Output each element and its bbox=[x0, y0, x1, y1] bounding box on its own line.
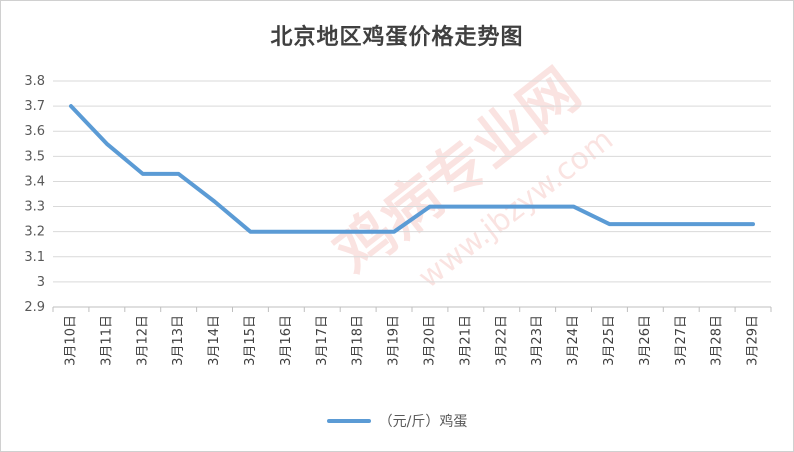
x-tick-label: 3月27日 bbox=[674, 315, 689, 366]
x-tick-label: 3月23日 bbox=[530, 315, 545, 366]
y-tick-label: 3.7 bbox=[24, 99, 45, 114]
y-tick-label: 2.9 bbox=[24, 300, 45, 315]
x-tick-label: 3月20日 bbox=[422, 315, 437, 366]
x-tick-label: 3月25日 bbox=[602, 315, 617, 366]
series-line bbox=[69, 104, 755, 234]
legend-label: （元/斤）鸡蛋 bbox=[378, 414, 468, 430]
x-tick-label: 3月10日 bbox=[63, 315, 78, 366]
x-tick-label: 3月12日 bbox=[135, 315, 150, 366]
x-tick-label: 3月18日 bbox=[351, 315, 366, 366]
y-tick-label: 3.6 bbox=[24, 124, 45, 139]
y-tick-label: 3 bbox=[37, 275, 45, 290]
x-tick-label: 3月28日 bbox=[710, 315, 725, 366]
y-tick-label: 3.2 bbox=[24, 225, 45, 240]
chart-title: 北京地区鸡蛋价格走势图 bbox=[270, 25, 524, 50]
y-tick-label: 3.3 bbox=[24, 200, 45, 215]
x-tick-label: 3月26日 bbox=[638, 315, 653, 366]
x-tick-label: 3月29日 bbox=[746, 315, 761, 366]
legend: （元/斤）鸡蛋 bbox=[1, 411, 793, 431]
x-tick-label: 3月21日 bbox=[458, 315, 473, 366]
x-tick-label: 3月24日 bbox=[566, 315, 581, 366]
x-tick-label: 3月15日 bbox=[243, 315, 258, 366]
y-tick-label: 3.8 bbox=[24, 74, 45, 89]
x-tick-label: 3月14日 bbox=[207, 315, 222, 366]
x-tick-label: 3月22日 bbox=[494, 315, 509, 366]
x-tick-label: 3月13日 bbox=[171, 315, 186, 366]
x-tick-label: 3月17日 bbox=[315, 315, 330, 366]
y-tick-label: 3.5 bbox=[24, 149, 45, 164]
y-tick-label: 3.4 bbox=[24, 174, 45, 189]
y-tick-label: 3.1 bbox=[24, 250, 45, 265]
x-tick-label: 3月19日 bbox=[387, 315, 402, 366]
x-tick-label: 3月16日 bbox=[279, 315, 294, 366]
x-tick-label: 3月11日 bbox=[99, 315, 114, 366]
legend-swatch bbox=[326, 419, 371, 423]
